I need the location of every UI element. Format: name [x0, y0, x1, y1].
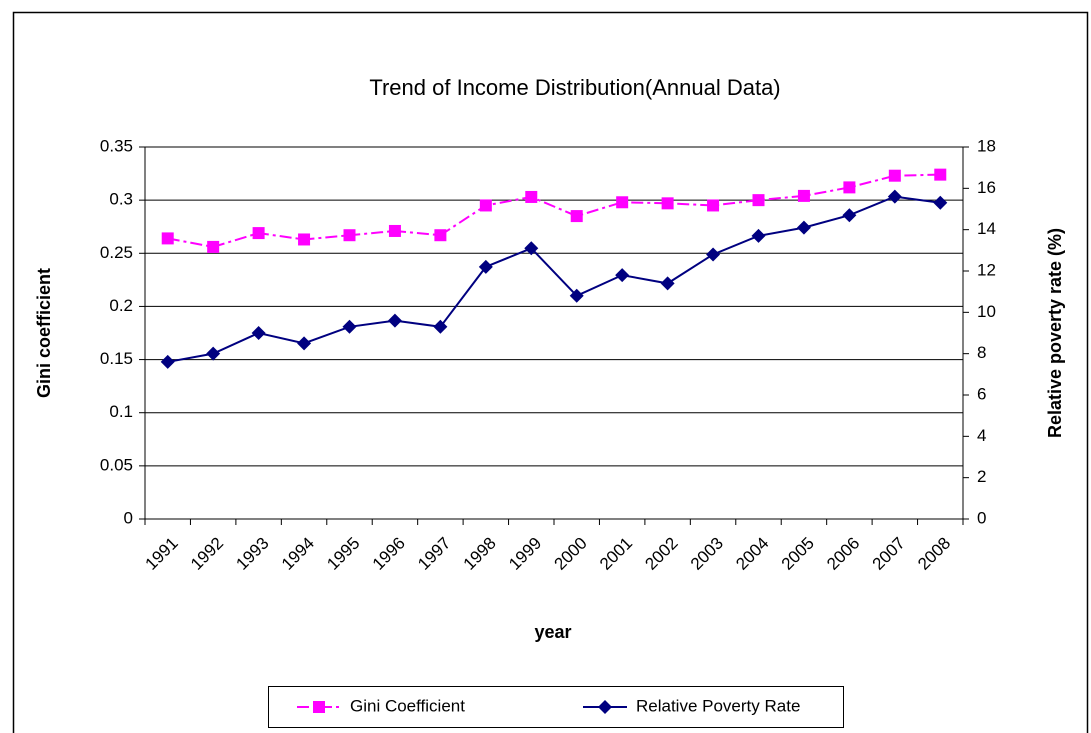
y-tick-label: 0.2	[109, 296, 133, 315]
y2-tick-label: 16	[977, 178, 996, 197]
legend-box	[268, 686, 844, 728]
series-line	[167, 195, 941, 363]
data-point	[751, 228, 766, 243]
data-point	[251, 326, 266, 340]
y2-tick-label: 12	[977, 260, 996, 279]
legend-label: Relative Poverty Rate	[636, 696, 800, 715]
data-point	[661, 197, 674, 210]
chart-title: Trend of Income Distribution(Annual Data…	[369, 75, 780, 100]
data-point	[615, 268, 630, 283]
data-point	[343, 229, 356, 242]
y-axis-title: Gini coefficient	[34, 268, 54, 398]
chart-frame	[12, 11, 1089, 733]
y-tick-label: 0	[124, 508, 133, 527]
data-point	[298, 233, 311, 246]
data-point	[478, 259, 493, 274]
y2-tick-label: 2	[977, 467, 986, 486]
data-point	[160, 354, 175, 369]
y-tick-label: 0.15	[100, 349, 133, 368]
y-tick-label: 0.25	[100, 243, 133, 262]
data-point	[616, 196, 629, 209]
y2-tick-label: 18	[977, 136, 996, 155]
data-point	[433, 319, 448, 334]
data-point	[207, 240, 220, 253]
data-point	[752, 194, 765, 207]
y-tick-label: 0.3	[109, 190, 133, 209]
y2-tick-label: 14	[977, 219, 996, 238]
data-point	[888, 169, 901, 182]
legend-marker	[313, 701, 325, 713]
data-point	[797, 189, 810, 202]
data-point	[887, 189, 902, 204]
data-point	[206, 346, 221, 361]
data-point	[342, 319, 357, 334]
data-point	[570, 210, 583, 223]
data-point	[524, 241, 539, 256]
data-point	[387, 313, 402, 328]
data-point	[479, 199, 492, 212]
data-point	[707, 199, 720, 212]
y2-axis-title: Relative poverty rate (%)	[1045, 228, 1065, 438]
y2-tick-label: 10	[977, 302, 996, 321]
data-point	[843, 181, 856, 194]
series-line	[167, 173, 941, 248]
x-axis-title: year	[534, 622, 571, 642]
data-point	[934, 168, 947, 181]
data-point	[525, 190, 538, 203]
data-point	[434, 229, 447, 242]
data-point	[388, 224, 401, 237]
y-tick-label: 0.1	[109, 402, 133, 421]
data-point	[297, 336, 312, 351]
data-point	[706, 247, 721, 262]
y-tick-label: 0.05	[100, 455, 133, 474]
y2-tick-label: 0	[977, 508, 986, 527]
data-point	[252, 227, 265, 240]
data-point	[796, 220, 811, 235]
legend-marker	[598, 700, 612, 714]
data-point	[161, 232, 174, 245]
data-point	[569, 288, 584, 303]
y-tick-label: 0.35	[100, 136, 133, 155]
y2-tick-label: 8	[977, 343, 986, 362]
data-point	[660, 276, 675, 291]
data-point	[933, 195, 948, 210]
y2-tick-label: 6	[977, 384, 986, 403]
data-point	[842, 208, 857, 223]
y2-tick-label: 4	[977, 426, 986, 445]
legend-label: Gini Coefficient	[350, 696, 465, 715]
